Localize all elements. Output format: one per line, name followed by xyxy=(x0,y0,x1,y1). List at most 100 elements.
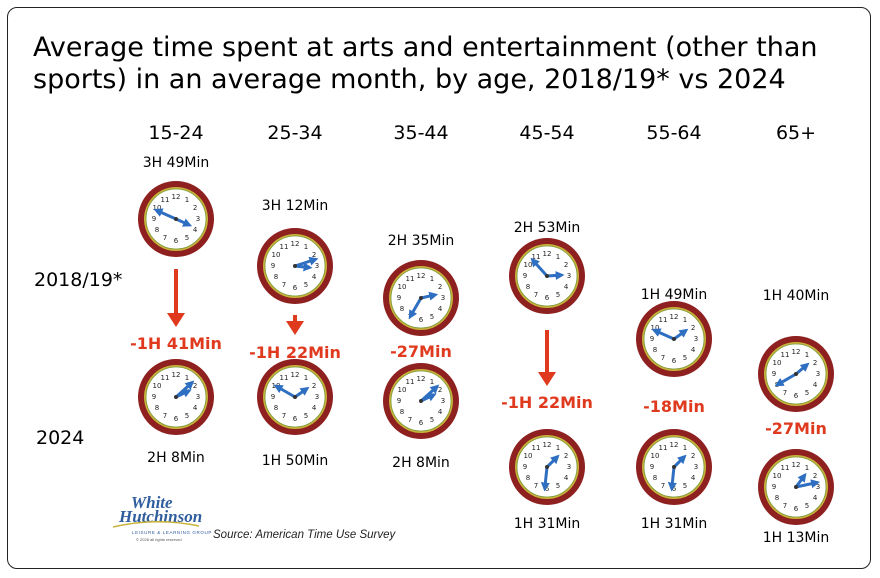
clock-numeral: 11 xyxy=(659,316,668,324)
clock-numeral: 12 xyxy=(291,240,300,248)
age-label: 15-24 xyxy=(148,122,203,144)
chart-frame: Average time spent at arts and entertain… xyxy=(7,7,871,569)
clock-numeral: 8 xyxy=(653,346,657,354)
clock-hour-hand xyxy=(174,217,193,227)
clock-numeral: 2 xyxy=(691,324,695,332)
difference-label: -27Min xyxy=(390,342,452,361)
age-label: 55-64 xyxy=(646,122,701,144)
clock-numeral: 3 xyxy=(441,294,445,302)
clock-minute-hand xyxy=(273,384,297,399)
age-label: 35-44 xyxy=(393,122,448,144)
clock-numeral: 12 xyxy=(291,371,300,379)
clock-numeral: 3 xyxy=(196,393,200,401)
clock-hour-hand xyxy=(672,328,689,341)
clock-numeral: 8 xyxy=(526,474,530,482)
decline-arrow-icon xyxy=(538,372,556,386)
clock-numeral: 12 xyxy=(792,348,801,356)
decline-arrow-icon xyxy=(286,321,304,335)
clock-numeral: 10 xyxy=(650,452,659,460)
clock-numeral: 3 xyxy=(816,483,820,491)
clock-numeral: 10 xyxy=(772,472,781,480)
clock-numeral: 1 xyxy=(556,444,560,452)
duration-label-2024: 1H 31Min xyxy=(641,516,708,532)
clock-numeral: 2 xyxy=(564,261,568,269)
difference-label: -27Min xyxy=(765,419,827,438)
duration-label-2024: 1H 13Min xyxy=(763,530,830,546)
clock-numeral: 5 xyxy=(805,502,809,510)
clock-numeral: 9 xyxy=(523,272,527,280)
clock-numeral: 5 xyxy=(304,281,308,289)
clock-numeral: 10 xyxy=(397,386,406,394)
clock-numeral: 5 xyxy=(683,482,687,490)
clock-numeral: 9 xyxy=(650,463,654,471)
white-hutchinson-logo: White Hutchinson LEISURE & LEARNING GROU… xyxy=(112,493,211,542)
logo-line-1: White xyxy=(131,493,173,512)
clock-numeral: 1 xyxy=(185,374,189,382)
clock-numeral: 7 xyxy=(282,412,286,420)
clock-numeral: 4 xyxy=(564,474,569,482)
clock-center xyxy=(293,264,297,268)
logo-line-2: Hutchinson xyxy=(118,507,202,526)
clock-numeral: 2 xyxy=(438,283,442,291)
clock-hour-hand xyxy=(794,472,807,489)
clock-center xyxy=(174,395,178,399)
age-label: 65+ xyxy=(776,122,816,144)
clock-numeral: 2 xyxy=(312,251,316,259)
clock-hour-hand xyxy=(419,291,439,301)
chart-title-line-2: sports) in an average month, by age, 201… xyxy=(33,64,786,95)
clock-numeral: 4 xyxy=(312,273,317,281)
clock-numeral: 8 xyxy=(526,283,530,291)
clock-numeral: 8 xyxy=(653,474,657,482)
clock-numeral: 8 xyxy=(155,226,159,234)
clock-numeral: 11 xyxy=(406,378,415,386)
clock-numeral: 1 xyxy=(185,196,189,204)
duration-label-2018: 3H 49Min xyxy=(143,155,210,171)
clock-numeral: 11 xyxy=(532,253,541,261)
clock-numeral: 10 xyxy=(271,251,280,259)
clock-numeral: 6 xyxy=(672,357,677,365)
clock-numeral: 3 xyxy=(567,272,571,280)
clock-numeral: 9 xyxy=(152,215,156,223)
age-label: 45-54 xyxy=(519,122,574,144)
clock-numeral: 5 xyxy=(683,354,687,362)
clock-center xyxy=(794,485,798,489)
clock-numeral: 9 xyxy=(772,483,776,491)
clock-numeral: 1 xyxy=(683,316,687,324)
clock-numeral: 6 xyxy=(174,415,179,423)
clock-numeral: 12 xyxy=(172,371,181,379)
clock-minute-hand xyxy=(153,208,178,221)
clock-numeral: 4 xyxy=(193,404,198,412)
duration-label-2018: 2H 53Min xyxy=(514,220,581,236)
clock-numeral: 4 xyxy=(813,381,818,389)
clock-numeral: 10 xyxy=(523,452,532,460)
clock-minute-hand xyxy=(651,328,676,341)
clock-numeral: 2 xyxy=(813,359,817,367)
clock-numeral: 4 xyxy=(564,283,569,291)
age-label: 25-34 xyxy=(267,122,322,144)
clock-minute-hand xyxy=(174,380,195,399)
clock-numeral: 1 xyxy=(430,378,434,386)
clock-numeral: 1 xyxy=(683,444,687,452)
clock-numeral: 1 xyxy=(304,243,308,251)
clock-numeral: 7 xyxy=(163,412,167,420)
clock-numeral: 3 xyxy=(816,370,820,378)
duration-label-2018: 3H 12Min xyxy=(262,198,329,214)
clock-minute-hand xyxy=(293,256,319,268)
clock-numeral: 12 xyxy=(543,441,552,449)
clock-numeral: 7 xyxy=(661,482,665,490)
chart-title-line-1: Average time spent at arts and entertain… xyxy=(33,32,817,63)
clock-numeral: 11 xyxy=(659,444,668,452)
clock-hour-hand xyxy=(794,362,810,376)
clock-center xyxy=(174,217,178,221)
clock-numeral: 9 xyxy=(772,370,776,378)
clock-numeral: 8 xyxy=(274,404,278,412)
clock-numeral: 7 xyxy=(163,234,167,242)
clock-numeral: 12 xyxy=(172,193,181,201)
